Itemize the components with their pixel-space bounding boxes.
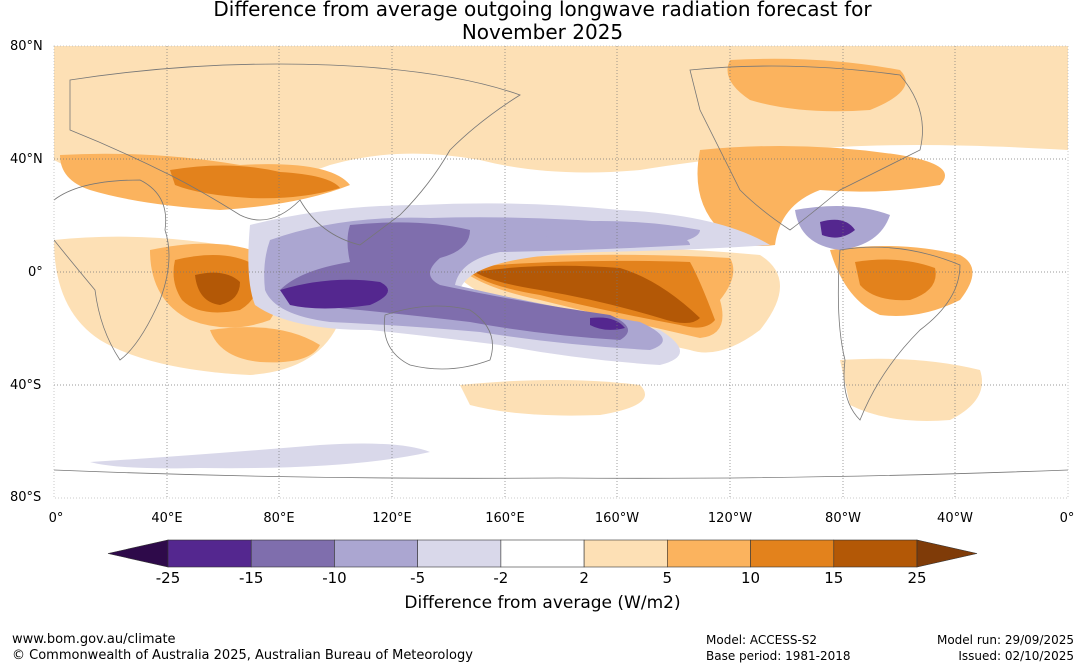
lat-label-80n: 80°N: [10, 39, 43, 54]
colorbar-segment: [833, 539, 918, 568]
anomaly-region-south-indian-ocean: [210, 327, 320, 363]
footer-model: Model: ACCESS-S2: [706, 633, 818, 647]
coastline-australia: [383, 305, 493, 370]
map-title-line-2: November 2025: [461, 20, 624, 44]
lon-label-160e: 160°E: [485, 511, 525, 526]
map-title-line-1: Difference from average outgoing longwav…: [213, 0, 872, 21]
colorbar-tick-label: 15: [824, 569, 844, 587]
anomaly-field: [54, 46, 1068, 469]
coastline-north-america: [689, 65, 923, 231]
colorbar-tick-label: 10: [741, 569, 761, 587]
colorbar-tick-label: -2: [493, 569, 509, 587]
coastline-antarctica: [54, 469, 1068, 479]
colorbar-extension-low: [107, 539, 169, 568]
colorbar-tick-label: -15: [238, 569, 264, 587]
anomaly-region-indian-ocean-25: [195, 272, 240, 305]
colorbar-segment: [334, 539, 418, 568]
coastline-south-america: [837, 246, 961, 421]
colorbar-tick-label: 2: [579, 569, 589, 587]
anomaly-region-pacific-25: [475, 265, 700, 323]
footer-model-run: Model run: 29/09/2025: [936, 633, 1074, 647]
lat-label-0: 0°: [28, 265, 43, 280]
anomaly-region-south-atlantic: [840, 358, 982, 421]
lon-label-120w: 120°W: [707, 511, 753, 526]
anomaly-region-south-america-15: [855, 259, 936, 301]
anomaly-region-asia-15: [170, 165, 340, 199]
colorbar-segment: [583, 539, 668, 568]
lat-label-80s: 80°S: [10, 490, 42, 505]
lon-label-80w: 80°W: [825, 511, 861, 526]
coastline-eurasia: [69, 63, 521, 246]
colorbar-tick-label: 5: [662, 569, 673, 587]
colorbar-tick-label: 25: [907, 569, 927, 587]
anomaly-region-caribbean-15: [820, 219, 855, 238]
lon-label-160w: 160°W: [594, 511, 640, 526]
colorbar: [107, 539, 978, 568]
lon-label-40w: 40°W: [937, 511, 973, 526]
anomaly-region-canada: [727, 58, 906, 112]
anomaly-region-north-america: [697, 146, 945, 246]
footer-url: www.bom.gov.au/climate: [12, 632, 176, 647]
anomaly-region-south-pacific: [460, 380, 645, 416]
colorbar-tick-label: -10: [322, 569, 347, 587]
anomaly-region-maritime-continent-10: [280, 222, 628, 340]
lon-label-0-west: 0°: [48, 511, 64, 526]
colorbar-extension-high: [916, 539, 978, 568]
colorbar-tick-label: -25: [155, 569, 181, 587]
lat-label-40n: 40°N: [10, 152, 43, 167]
colorbar-segment: [167, 539, 252, 568]
colorbar-title: Difference from average (W/m2): [404, 593, 681, 613]
footer-issued: Issued: 02/10/2025: [958, 649, 1074, 663]
coastline-africa: [54, 179, 170, 361]
lon-label-120e: 120°E: [372, 511, 412, 526]
footer-base-period: Base period: 1981-2018: [706, 649, 851, 663]
colorbar-segment: [750, 539, 835, 568]
graticule: [54, 46, 1068, 498]
anomaly-region-indonesia-15: [280, 279, 388, 309]
colorbar-segment: [250, 539, 335, 568]
map-frame: [53, 45, 1069, 499]
colorbar-segment: [417, 539, 502, 568]
footer-copyright: © Commonwealth of Australia 2025, Austra…: [12, 648, 473, 663]
anomaly-region-north-pacific-5: [530, 221, 700, 248]
colorbar-tick-label: -5: [410, 569, 426, 587]
colorbar-segment: [500, 539, 585, 568]
anomaly-region-south-pacific-15: [590, 317, 625, 330]
lat-label-40s: 40°S: [10, 378, 42, 393]
anomaly-region-southern-ocean: [90, 443, 430, 469]
lon-label-40e: 40°E: [151, 511, 183, 526]
coastlines: [54, 63, 1068, 479]
colorbar-segment: [667, 539, 751, 568]
lon-label-80e: 80°E: [263, 511, 295, 526]
lon-label-0-east: 0°: [1059, 511, 1075, 526]
